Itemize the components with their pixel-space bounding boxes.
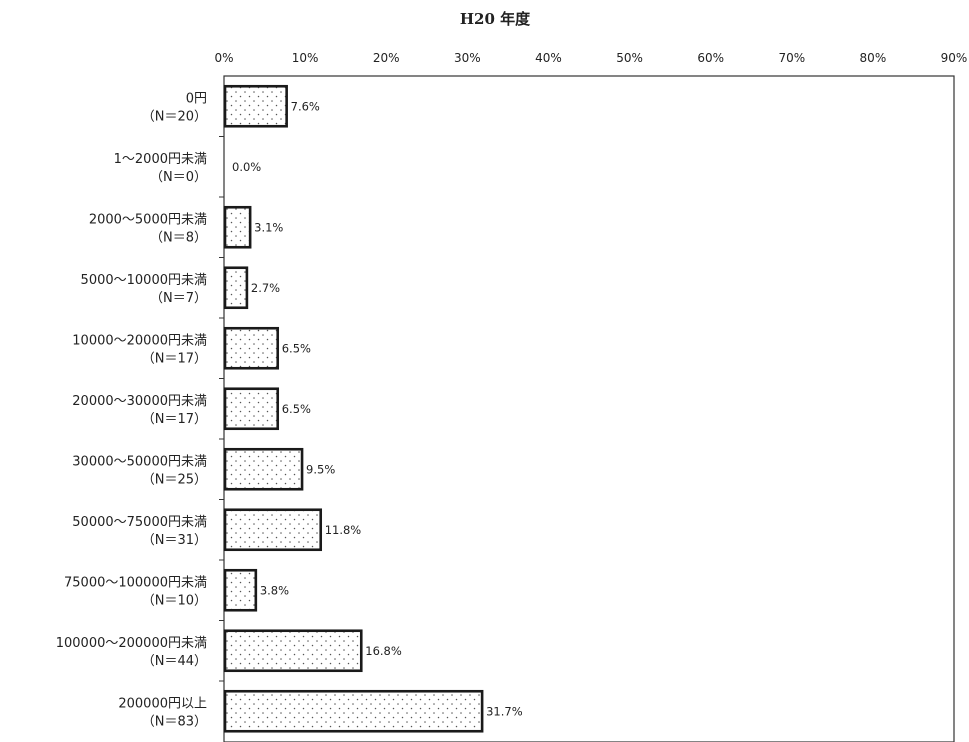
data-label: 11.8% [325, 523, 362, 537]
x-tick-label: 0% [214, 51, 233, 65]
category-label: 75000～100000円未満 [64, 575, 207, 590]
category-label: （N＝7） [150, 291, 207, 306]
category-label: 20000～30000円未満 [72, 394, 207, 409]
category-label: （N＝25） [142, 472, 207, 487]
bar [223, 387, 280, 431]
data-label: 3.1% [254, 220, 283, 234]
bar [223, 266, 249, 310]
x-tick-label: 90% [941, 51, 968, 65]
x-tick-label: 40% [535, 51, 562, 65]
bar [223, 447, 304, 491]
category-label: 0円 [186, 91, 207, 106]
x-tick-label: 30% [454, 51, 481, 65]
x-tick-label: 10% [292, 51, 319, 65]
data-label: 9.5% [306, 462, 335, 476]
data-label: 3.8% [260, 583, 289, 597]
category-label: 1～2000円未満 [114, 152, 207, 167]
category-label: 200000円以上 [118, 696, 207, 711]
x-tick-label: 50% [616, 51, 643, 65]
category-label: 5000～10000円未満 [81, 273, 207, 288]
category-label: 30000～50000円未満 [72, 454, 207, 469]
bar [223, 84, 288, 128]
bar [223, 326, 280, 370]
category-label: （N＝31） [142, 533, 207, 548]
data-label: 31.7% [486, 704, 523, 718]
x-tick-label: 60% [697, 51, 724, 65]
category-label: （N＝83） [142, 714, 207, 729]
x-tick-label: 20% [373, 51, 400, 65]
data-label: 2.7% [251, 281, 280, 295]
data-labels: 7.6% 0.0% 3.1% 2.7% 6.5% 6.5% 9.5% 11.8% 3.8% 16.… [232, 99, 523, 718]
category-label: （N＝20） [142, 109, 207, 124]
bar-series [223, 84, 484, 733]
category-label: （N＝17） [142, 412, 207, 427]
data-label: 0.0% [232, 160, 261, 174]
data-label: 6.5% [282, 341, 311, 355]
category-label: （N＝8） [150, 230, 207, 245]
bar [223, 205, 252, 249]
chart-title: H20 年度 [460, 10, 531, 28]
category-label: 10000～20000円未満 [72, 333, 207, 348]
x-tick-label: 70% [778, 51, 805, 65]
data-label: 16.8% [365, 644, 402, 658]
category-label: 50000～75000円未満 [72, 515, 207, 530]
category-label: （N＝44） [142, 654, 207, 669]
category-label: 100000～200000円未満 [56, 636, 207, 651]
bar [223, 629, 363, 673]
bar [223, 568, 258, 612]
bar [223, 508, 323, 552]
category-label: （N＝17） [142, 351, 207, 366]
data-label: 6.5% [282, 402, 311, 416]
category-label: 2000～5000円未満 [89, 212, 207, 227]
bar [223, 689, 484, 733]
x-axis: 0% 10% 20% 30% 40% 50% 60% 70% 80% 90% [214, 51, 967, 65]
category-label: （N＝0） [150, 170, 207, 185]
category-label: （N＝10） [142, 593, 207, 608]
data-label: 7.6% [291, 99, 320, 113]
x-tick-label: 80% [860, 51, 887, 65]
category-axis: 0円 （N＝20） 1～2000円未満 （N＝0） 2000～5000円未満 （N＝8） 5… [56, 91, 224, 729]
